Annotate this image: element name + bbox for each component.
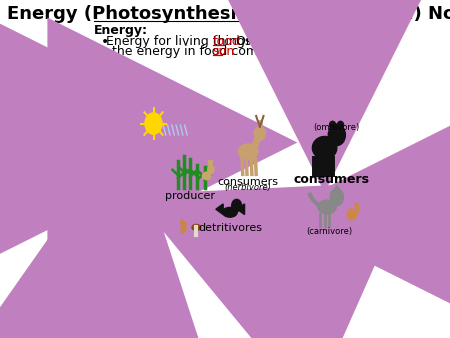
Text: .  Originally,: . Originally, bbox=[225, 35, 301, 48]
Text: soil →: soil → bbox=[92, 147, 128, 160]
Polygon shape bbox=[334, 186, 339, 190]
Text: detritivores: detritivores bbox=[198, 223, 262, 233]
Text: (herbivore): (herbivore) bbox=[225, 184, 272, 192]
Polygon shape bbox=[237, 204, 244, 215]
Ellipse shape bbox=[202, 172, 211, 180]
Text: sun →: sun → bbox=[92, 106, 129, 119]
Text: Energy:: Energy: bbox=[94, 24, 148, 37]
Ellipse shape bbox=[192, 224, 201, 231]
Text: water →: water → bbox=[92, 133, 143, 146]
Text: consumers: consumers bbox=[218, 177, 279, 187]
Ellipse shape bbox=[312, 137, 337, 159]
Circle shape bbox=[347, 209, 356, 220]
Text: consumers: consumers bbox=[294, 173, 370, 186]
Ellipse shape bbox=[238, 144, 258, 159]
Ellipse shape bbox=[318, 200, 336, 214]
Text: producer: producer bbox=[165, 191, 215, 201]
Text: .: . bbox=[221, 45, 225, 58]
Text: the energy in food comes from the: the energy in food comes from the bbox=[112, 45, 334, 58]
Text: sun: sun bbox=[213, 45, 235, 58]
Circle shape bbox=[232, 199, 242, 212]
Polygon shape bbox=[216, 204, 223, 215]
Circle shape bbox=[330, 189, 343, 206]
Text: Energy for living things comes from: Energy for living things comes from bbox=[106, 35, 333, 48]
Circle shape bbox=[329, 121, 336, 129]
Circle shape bbox=[180, 220, 184, 224]
Text: (carnivore): (carnivore) bbox=[306, 227, 352, 236]
Text: food: food bbox=[212, 35, 240, 48]
Circle shape bbox=[208, 166, 214, 174]
FancyBboxPatch shape bbox=[160, 111, 194, 138]
Circle shape bbox=[338, 121, 343, 129]
Circle shape bbox=[145, 113, 162, 134]
Circle shape bbox=[328, 124, 346, 146]
Ellipse shape bbox=[223, 207, 237, 217]
Text: Cell Energy (Photosynthesis and Respiration) Notes: Cell Energy (Photosynthesis and Respirat… bbox=[0, 5, 450, 23]
Text: •: • bbox=[101, 35, 109, 49]
Circle shape bbox=[254, 127, 266, 140]
Text: air →: air → bbox=[92, 119, 123, 132]
Text: (omnivore): (omnivore) bbox=[314, 123, 360, 132]
